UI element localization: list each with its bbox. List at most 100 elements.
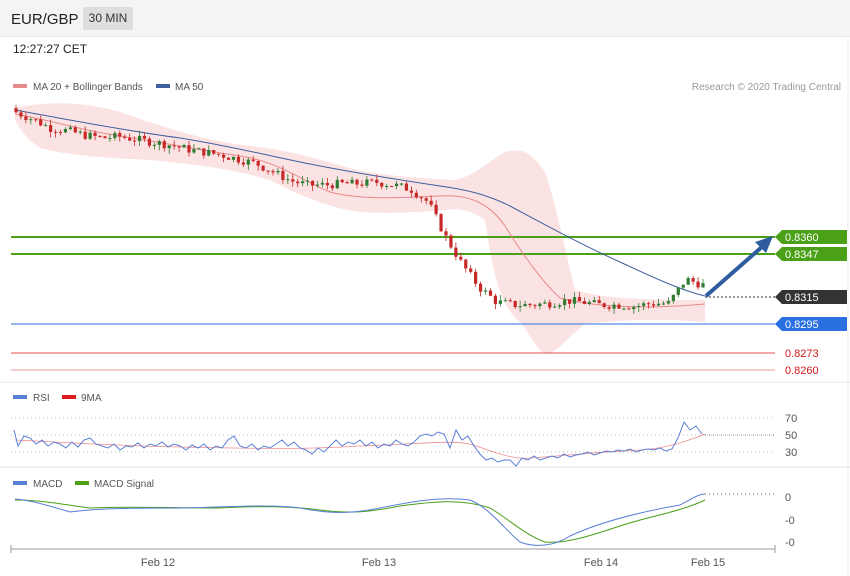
candle-body: [251, 159, 255, 161]
candle-body: [558, 305, 562, 307]
candle-body: [444, 231, 448, 236]
candle-body: [419, 197, 423, 199]
level-label-0.8347: 0.8347: [775, 247, 847, 261]
candle-body: [469, 268, 473, 272]
candle-body: [83, 131, 87, 139]
candle-body: [241, 162, 245, 165]
candle-body: [63, 129, 68, 133]
timestamp: 12:27:27 CET: [13, 42, 88, 56]
level-label-0.8260: 0.8260: [785, 365, 819, 377]
rsi-tick-50: 50: [785, 430, 797, 442]
candle-body: [538, 303, 542, 307]
legend-macd-swatch: [13, 481, 27, 485]
candle-body: [48, 125, 53, 132]
legend-9ma-label: 9MA: [81, 393, 102, 404]
candle-body: [128, 137, 132, 141]
candle-body: [429, 200, 433, 205]
candle-body: [360, 184, 364, 186]
candle-body: [691, 278, 695, 282]
research-credit: Research © 2020 Trading Central: [692, 82, 841, 93]
candle-body: [325, 182, 329, 186]
candle-body: [187, 145, 191, 153]
legend-ma50-swatch: [156, 84, 170, 88]
timeframe-badge[interactable]: 30 MIN: [83, 7, 133, 30]
candle-body: [335, 179, 339, 189]
forecast-arrow-shaft: [704, 244, 765, 298]
candle-body: [651, 304, 656, 306]
candle-body: [350, 179, 354, 184]
macd-tick-neg2: -0: [785, 537, 795, 549]
candle-body: [276, 170, 280, 173]
candle-body: [602, 303, 606, 308]
candle-body: [385, 185, 389, 187]
candle-body: [375, 179, 379, 183]
candle-body: [93, 132, 97, 136]
candle-body: [29, 119, 33, 121]
candle-body: [612, 304, 616, 309]
candle-body: [142, 135, 147, 139]
candle-body: [647, 303, 651, 305]
candle-body: [217, 153, 221, 155]
candle-body: [498, 300, 502, 304]
top-bar: [0, 0, 850, 37]
candle-body: [666, 301, 671, 304]
candle-body: [686, 278, 690, 285]
candle-body: [261, 165, 265, 171]
candle-body: [108, 138, 112, 140]
candle-body: [286, 179, 290, 181]
candle-body: [236, 156, 241, 163]
candle-body: [113, 132, 117, 139]
candle-body: [192, 149, 196, 153]
bollinger-band: [15, 103, 705, 355]
candle-body: [597, 300, 601, 304]
candle-body: [508, 300, 512, 302]
candle-body: [548, 302, 552, 308]
candle-body: [345, 182, 349, 184]
candle-body: [172, 145, 176, 147]
candle-body: [24, 116, 28, 120]
candle-body: [676, 287, 680, 295]
macd-signal-line: [14, 499, 706, 543]
candle-body: [390, 185, 394, 187]
candle-body: [162, 141, 166, 149]
candle-body: [592, 300, 596, 302]
candle-body: [281, 170, 285, 181]
legend-ma20-swatch: [13, 84, 27, 88]
candle-body: [577, 297, 582, 302]
candle-body: [98, 135, 102, 137]
instrument-title: EUR/GBP: [11, 11, 79, 28]
candle-body: [103, 136, 107, 139]
candle-body: [493, 295, 498, 304]
candle-body: [39, 119, 43, 126]
candle-body: [439, 214, 443, 232]
candle-body: [310, 180, 315, 186]
candle-body: [246, 159, 250, 165]
candle-body: [256, 160, 260, 166]
macd-line: [14, 493, 706, 546]
candle-body: [637, 305, 641, 308]
candle-body: [73, 127, 77, 133]
candle-body: [671, 294, 675, 302]
candle-body: [553, 306, 557, 308]
candle-body: [266, 170, 270, 172]
candle-body: [212, 150, 216, 154]
candle-body: [617, 304, 621, 309]
candle-body: [147, 138, 152, 146]
candle-body: [301, 181, 305, 184]
candle-body: [44, 125, 48, 127]
candle-body: [701, 283, 705, 288]
candle-body: [177, 146, 181, 148]
candle-body: [296, 181, 300, 184]
candle-body: [582, 301, 586, 304]
x-tick-feb12: Feb 12: [141, 557, 175, 569]
candle-body: [197, 148, 201, 150]
candle-body: [449, 235, 453, 248]
candle-body: [627, 308, 631, 310]
candle-body: [123, 136, 127, 138]
candle-body: [518, 306, 522, 308]
candle-body: [167, 145, 171, 149]
rsi-tick-30: 30: [785, 447, 797, 459]
candle-body: [607, 307, 611, 309]
legend-macd-signal-label: MACD Signal: [94, 479, 154, 490]
forecast-arrow-head: [755, 236, 773, 253]
